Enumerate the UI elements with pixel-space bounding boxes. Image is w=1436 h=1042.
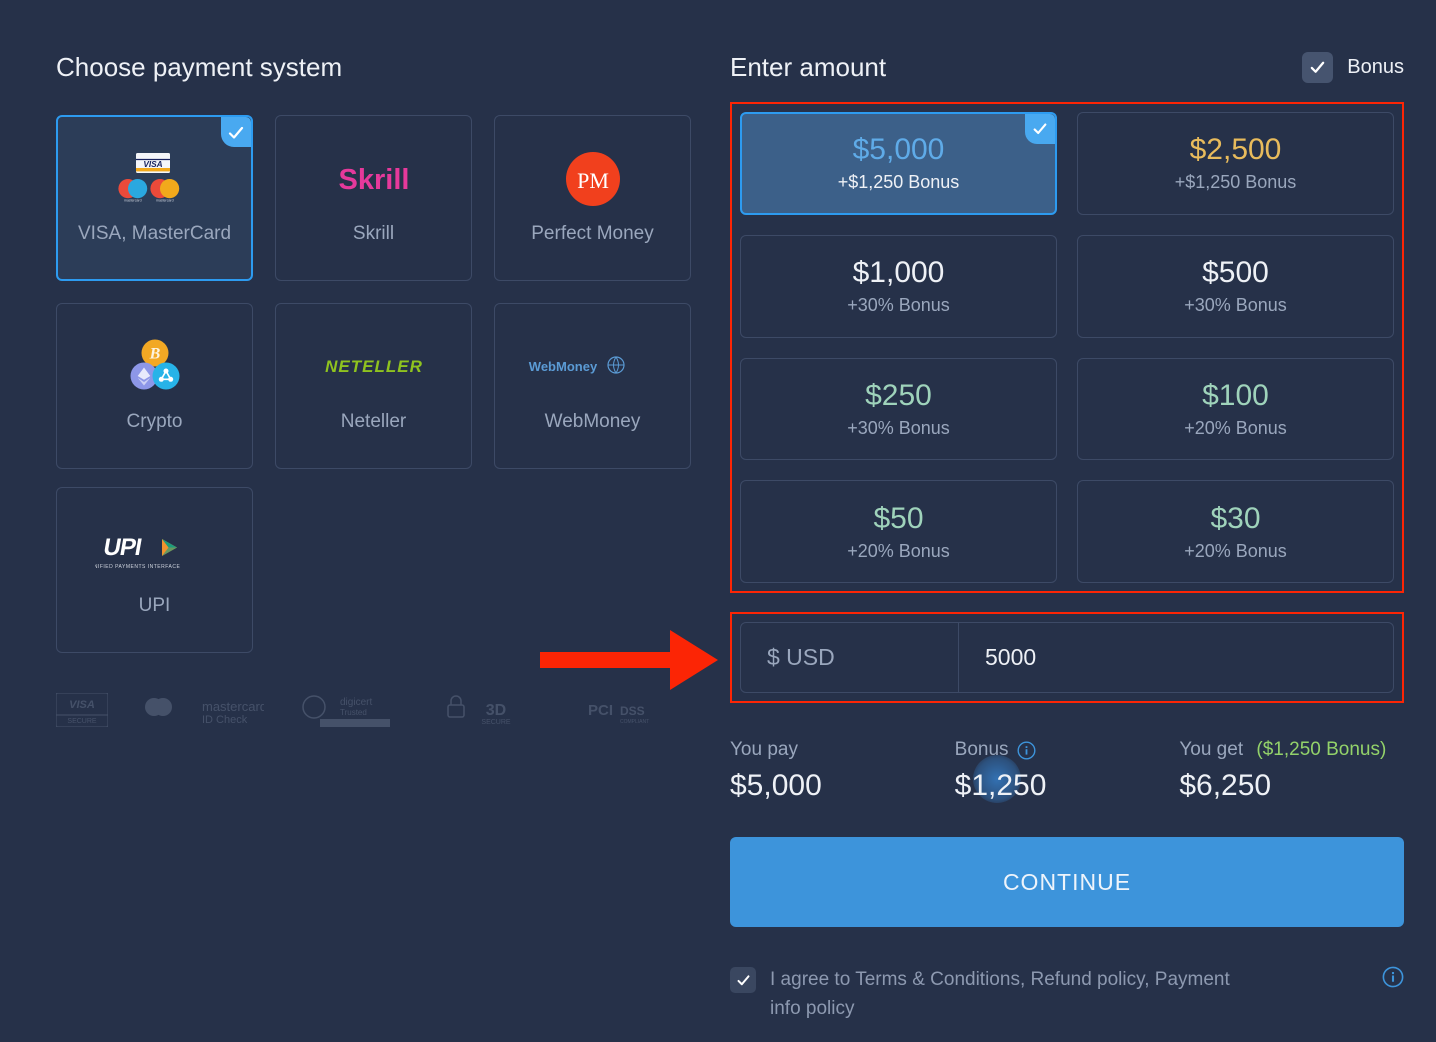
svg-text:3D: 3D (486, 702, 506, 719)
svg-text:ID Check: ID Check (202, 714, 248, 726)
svg-text:mastercard: mastercard (202, 699, 264, 714)
svg-text:SECURE: SECURE (67, 718, 97, 725)
svg-text:PM: PM (577, 168, 609, 193)
svg-text:SECURE: SECURE (481, 719, 511, 726)
svg-text:VISA: VISA (143, 159, 162, 169)
svg-text:Trusted: Trusted (340, 708, 367, 717)
svg-text:PCI: PCI (588, 702, 613, 719)
svg-text:UPI: UPI (101, 534, 143, 561)
svg-text:WebMoney: WebMoney (528, 359, 597, 374)
svg-text:COMPLIANT: COMPLIANT (620, 719, 649, 725)
svg-text:DSS: DSS (620, 704, 645, 718)
svg-text:digicert: digicert (340, 697, 372, 708)
svg-text:mastercard: mastercard (156, 199, 174, 203)
svg-text:Skrill: Skrill (338, 164, 409, 196)
svg-text:NETELLER: NETELLER (325, 357, 423, 376)
svg-text:UNIFIED PAYMENTS INTERFACE: UNIFIED PAYMENTS INTERFACE (95, 564, 180, 570)
svg-text:mastercard: mastercard (124, 199, 142, 203)
svg-text:VISA: VISA (69, 699, 95, 711)
svg-text:B: B (148, 346, 160, 363)
